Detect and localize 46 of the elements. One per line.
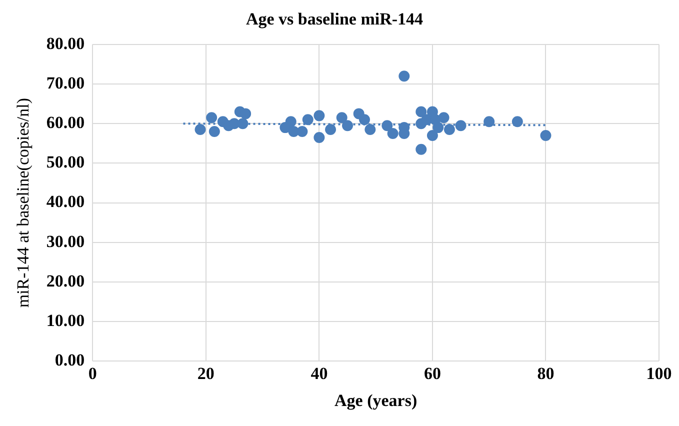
point xyxy=(240,108,252,120)
y-tick-label: 20.00 xyxy=(46,271,85,290)
x-tick-label: 80 xyxy=(537,364,554,383)
y-tick-label: 50.00 xyxy=(46,152,85,172)
point xyxy=(237,118,248,130)
point xyxy=(387,128,398,139)
point xyxy=(512,116,523,128)
x-tick-label: 0 xyxy=(88,364,97,383)
point xyxy=(398,70,410,82)
x-tick-label: 60 xyxy=(424,364,441,383)
point xyxy=(540,130,552,141)
point xyxy=(382,120,393,132)
y-tick-label: 0.00 xyxy=(54,350,85,370)
chart-title: Age vs baseline miR-144 xyxy=(246,10,424,29)
point xyxy=(302,114,314,126)
y-axis-title: miR-144 at baseline(copies/nl) xyxy=(14,98,33,308)
point xyxy=(426,130,438,141)
point xyxy=(208,126,220,138)
point xyxy=(432,122,444,134)
point xyxy=(314,110,325,122)
point xyxy=(194,124,206,136)
y-tick-label: 10.00 xyxy=(46,310,85,330)
point xyxy=(455,120,466,132)
point xyxy=(484,116,495,128)
y-tick-label: 80.00 xyxy=(46,34,85,53)
point xyxy=(444,124,455,136)
point xyxy=(336,112,348,124)
y-tick-label: 70.00 xyxy=(46,73,85,92)
x-tick-label: 100 xyxy=(646,364,672,383)
y-tick-label: 30.00 xyxy=(46,232,85,251)
point xyxy=(342,120,354,132)
x-axis-title: Age (years) xyxy=(334,391,418,410)
point xyxy=(359,114,370,126)
y-tick-label: 40.00 xyxy=(46,192,85,212)
x-tick-label: 40 xyxy=(310,364,328,383)
point xyxy=(296,126,308,138)
point xyxy=(285,116,296,128)
point xyxy=(416,106,427,118)
point xyxy=(364,124,376,136)
point xyxy=(206,112,218,124)
y-tick-label: 60.00 xyxy=(46,112,85,132)
point xyxy=(325,124,336,136)
point xyxy=(314,132,325,143)
point xyxy=(416,144,427,155)
x-tick-label: 20 xyxy=(197,364,214,383)
point xyxy=(438,112,450,124)
